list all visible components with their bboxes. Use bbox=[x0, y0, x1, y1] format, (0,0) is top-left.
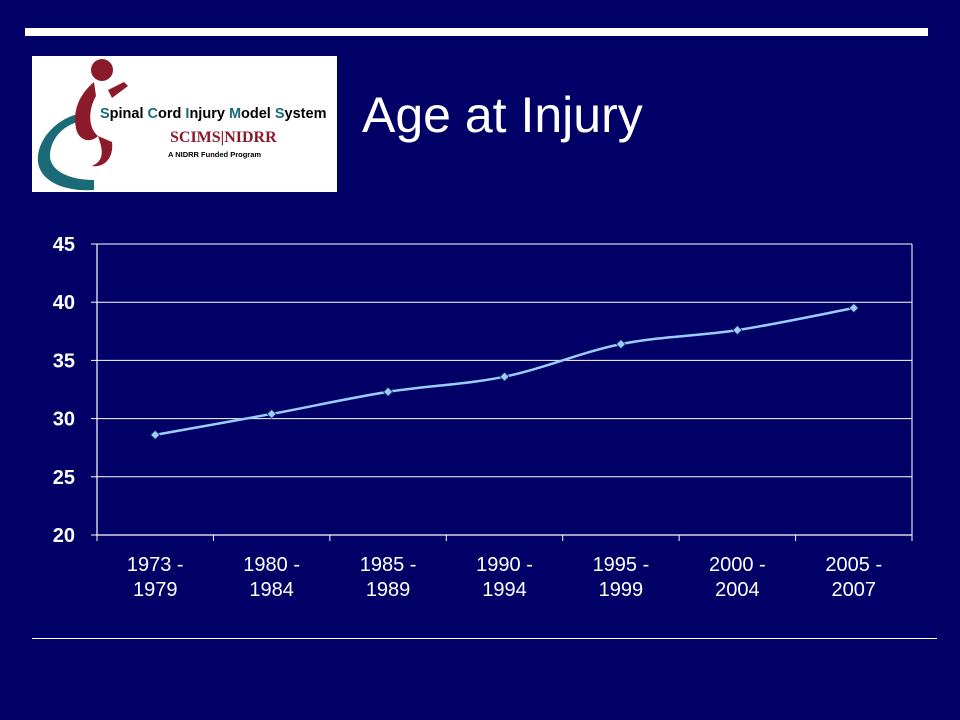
data-point bbox=[848, 302, 859, 314]
y-tick-label: 20 bbox=[53, 525, 75, 547]
data-point bbox=[499, 371, 510, 382]
logo-name-part: njury bbox=[189, 106, 229, 122]
x-tick-label: 1999 bbox=[599, 579, 644, 601]
x-tick-label: 2000 - bbox=[709, 554, 766, 576]
data-point bbox=[266, 408, 277, 420]
logo-name-part: ystem bbox=[284, 106, 327, 122]
wheelchair-figure-icon bbox=[37, 59, 128, 191]
data-point bbox=[615, 339, 626, 350]
logo-name-part: S bbox=[100, 106, 110, 122]
logo-name-part: I bbox=[185, 106, 190, 122]
logo-name-part: S bbox=[274, 106, 285, 122]
data-point bbox=[732, 325, 743, 336]
data-point bbox=[150, 429, 161, 440]
logo-name-part: pinal bbox=[109, 106, 148, 122]
y-tick-label: 25 bbox=[53, 467, 75, 489]
y-tick-label: 45 bbox=[53, 234, 75, 256]
x-tick-label: 1984 bbox=[249, 579, 294, 601]
logo-name: Spinal Cord Injury Model System bbox=[100, 106, 326, 122]
bottom-rule bbox=[32, 638, 937, 639]
series-line bbox=[154, 306, 855, 437]
data-point bbox=[383, 386, 394, 397]
y-tick-label: 35 bbox=[53, 350, 75, 372]
y-tick-label: 30 bbox=[53, 409, 75, 431]
y-tick-label: 40 bbox=[53, 292, 75, 314]
x-tick-label: 1980 - bbox=[243, 554, 300, 576]
x-tick-label: 2007 bbox=[832, 579, 877, 601]
x-tick-label: 1990 - bbox=[476, 554, 533, 576]
top-rule bbox=[25, 28, 928, 36]
logo-name-part: C bbox=[147, 106, 159, 122]
x-tick-label: 2004 bbox=[715, 579, 760, 601]
x-tick-label: 1994 bbox=[482, 579, 527, 601]
logo-name-part: ord bbox=[158, 106, 186, 122]
x-tick-label: 1985 - bbox=[360, 554, 417, 576]
logo-subtitle: SCIMS|NIDRR bbox=[170, 129, 277, 146]
logo-tagline: A NIDRR Funded Program bbox=[168, 150, 262, 159]
x-tick-label: 1979 bbox=[133, 579, 178, 601]
x-tick-label: 1989 bbox=[366, 579, 411, 601]
logo-name-part: M bbox=[228, 106, 242, 122]
x-tick-label: 1995 - bbox=[593, 554, 650, 576]
x-tick-label: 2005 - bbox=[825, 554, 882, 576]
x-tick-label: 1973 - bbox=[127, 554, 184, 576]
slide-title: Age at Injury bbox=[362, 87, 643, 143]
scims-logo: Spinal Cord Injury Model System SCIMS|NI… bbox=[32, 56, 337, 192]
logo-name-part: odel bbox=[241, 106, 275, 122]
